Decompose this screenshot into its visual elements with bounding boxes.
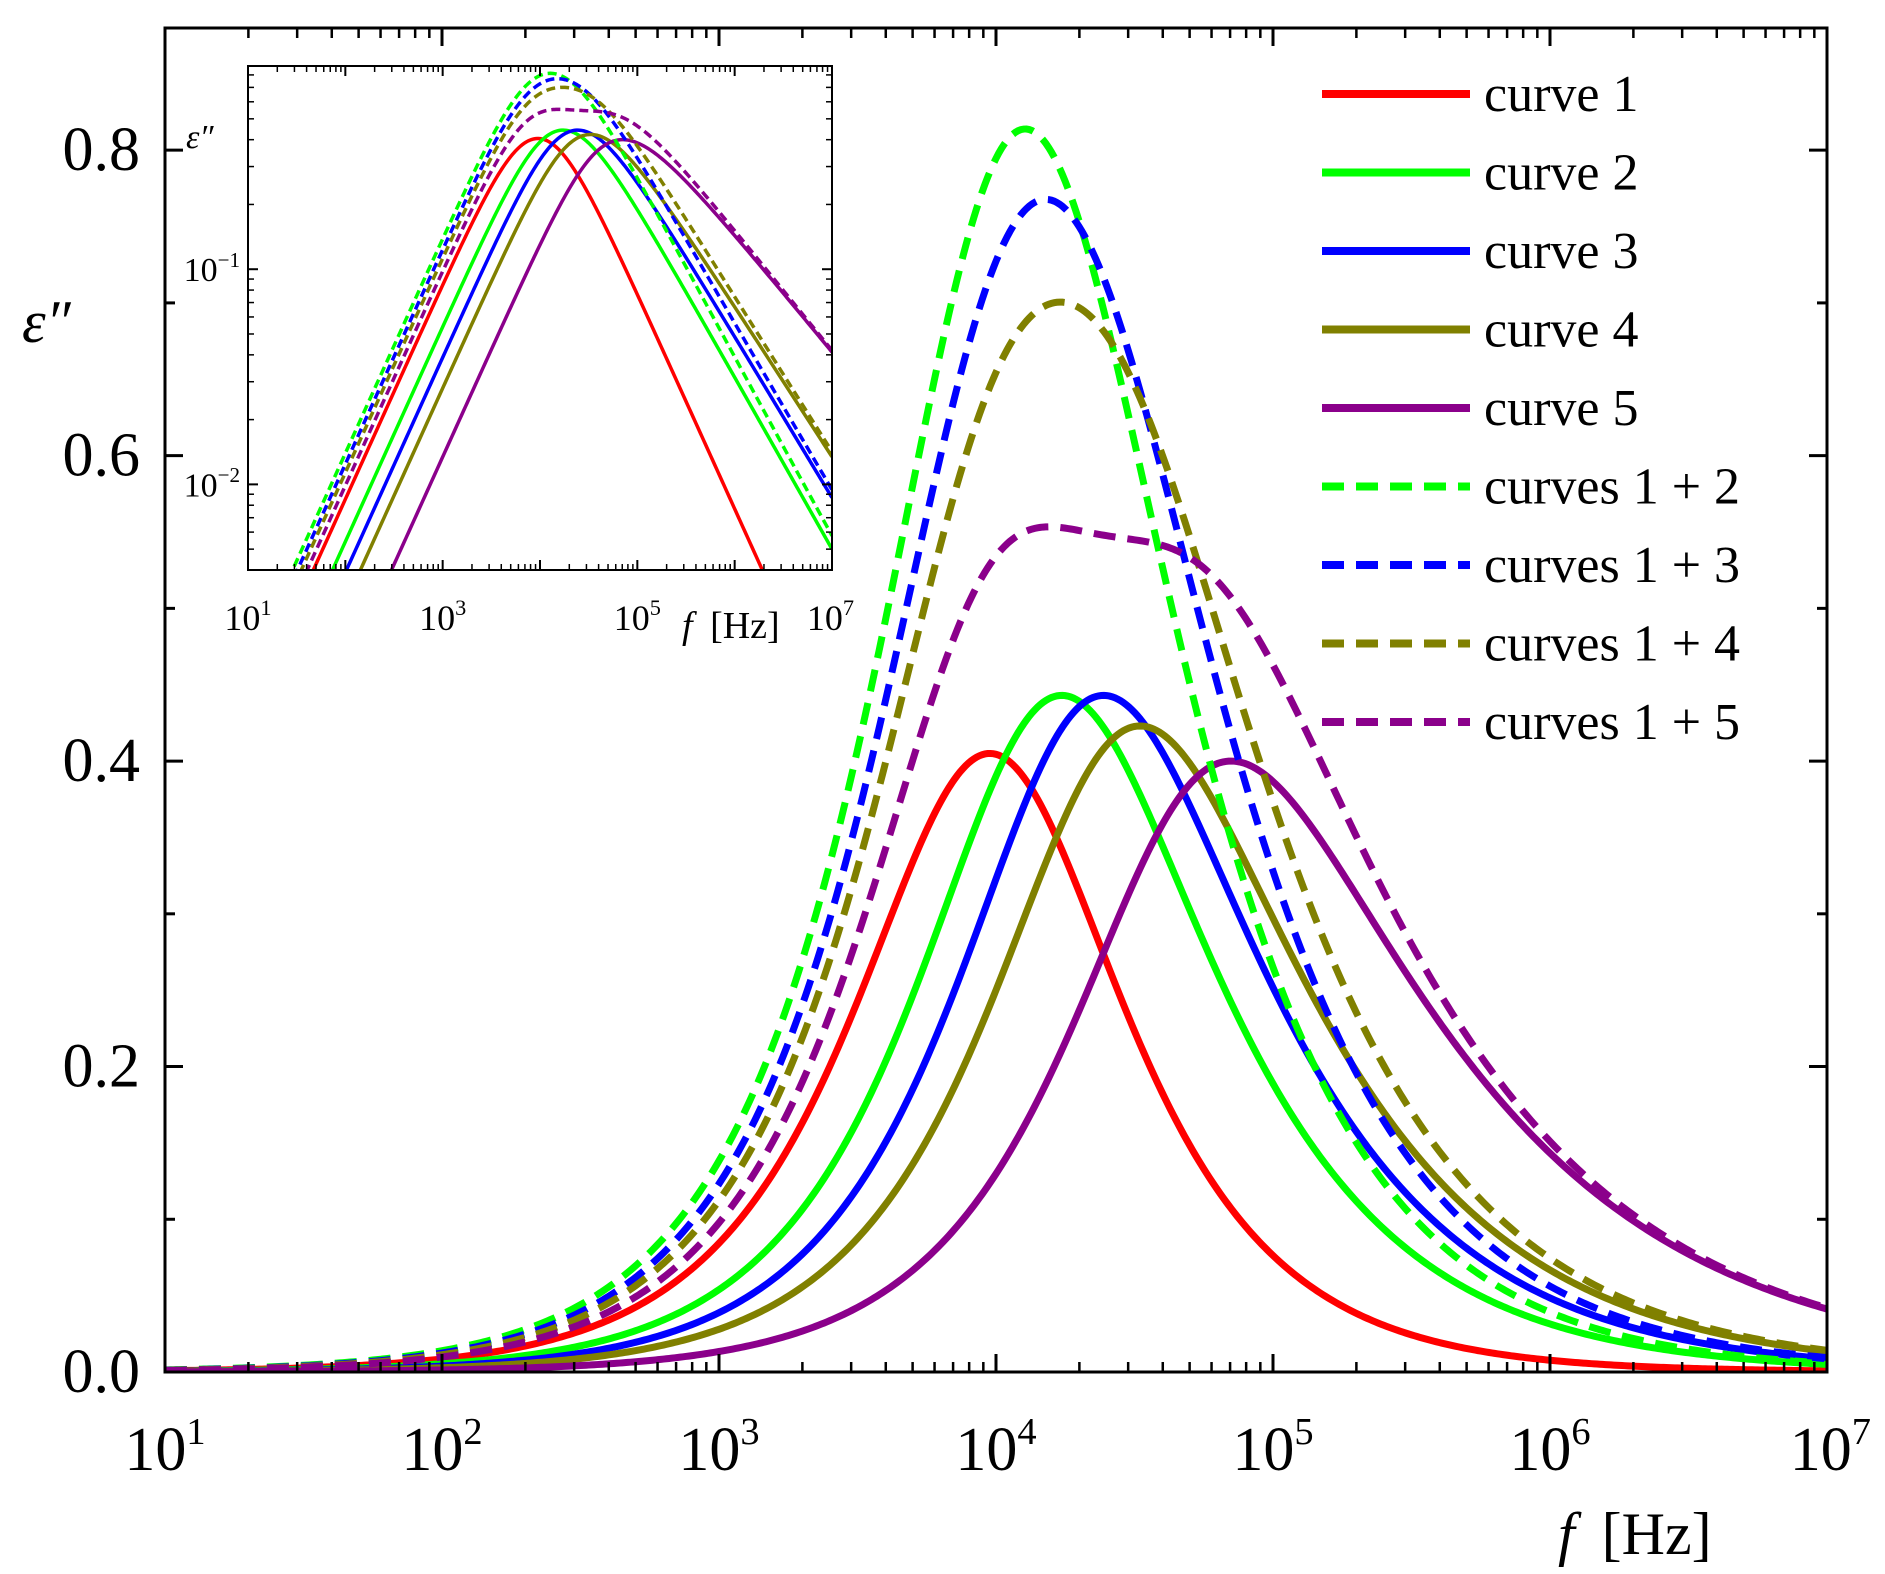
series-line-1 (165, 749, 1827, 1372)
inset-x-tick-label-exponent: 3 (455, 595, 466, 620)
inset-x-tick-label-base: 10 (224, 598, 260, 638)
legend-label-8: curves 1 + 4 (1484, 616, 1740, 673)
inset-x-tick-label-base: 10 (614, 598, 650, 638)
inset-series-line-8 (299, 85, 832, 570)
series-line-2 (165, 691, 1827, 1372)
x-tick-label-exponent: 4 (1017, 1411, 1036, 1453)
inset-series-line-3 (344, 128, 832, 570)
legend-label-2: curve 2 (1484, 145, 1638, 202)
inset-y-tick-label: 10−1 (184, 248, 240, 289)
legend-label-5: curve 5 (1484, 380, 1638, 437)
x-tick-label-exponent: 7 (1852, 1411, 1871, 1453)
inset-series-line-9 (305, 107, 832, 570)
x-axis-symbol: f (1558, 1501, 1582, 1567)
inset-x-tick-label: 103 (419, 595, 466, 638)
inset-y-tick-label-exponent: −1 (218, 248, 240, 272)
inset-x-tick-label-exponent: 5 (650, 595, 661, 620)
inset-series-line-5 (389, 137, 832, 570)
x-tick-label: 105 (1232, 1411, 1313, 1484)
y-tick-label: 0.6 (63, 422, 141, 490)
inset-x-tick-label: 105 (614, 595, 661, 638)
series-line-4 (165, 722, 1827, 1372)
inset-series-line-2 (330, 128, 832, 570)
x-tick-label: 106 (1509, 1411, 1590, 1484)
inset-series-line-7 (295, 76, 832, 570)
inset-y-tick-label: 10−2 (184, 463, 240, 504)
legend-label-4: curve 4 (1484, 302, 1638, 359)
y-tick-label: 0.4 (63, 727, 141, 795)
x-tick-label: 104 (955, 1411, 1036, 1484)
legend-label-7: curves 1 + 3 (1484, 537, 1740, 594)
inset-background (248, 66, 832, 570)
inset-y-tick-label-base: 10 (184, 252, 218, 289)
x-axis-unit: [Hz] (1602, 1501, 1712, 1567)
legend: curve 1 curve 2 curve 3 curve 4 curve 5 curve… (1322, 66, 1740, 751)
x-tick-label-exponent: 5 (1294, 1411, 1313, 1453)
inset-x-tick-label: 101 (224, 595, 271, 638)
x-tick-label-base: 10 (955, 1416, 1017, 1484)
inset-x-axis-unit: [Hz] (710, 605, 780, 647)
y-tick-label: 0.8 (63, 116, 141, 184)
x-tick-label-base: 10 (401, 1416, 463, 1484)
series-line-5 (165, 757, 1827, 1372)
legend-label-3: curve 3 (1484, 223, 1638, 280)
x-tick-label: 102 (401, 1411, 482, 1484)
x-tick-label-base: 10 (678, 1416, 740, 1484)
x-tick-label: 101 (124, 1411, 205, 1484)
inset-x-tick-label-base: 10 (807, 598, 843, 638)
series-line-3 (165, 691, 1827, 1372)
y-axis-label: ε″ (22, 289, 72, 355)
inset-x-axis-label: f [Hz] (682, 605, 780, 647)
inset-x-tick-label-base: 10 (419, 598, 455, 638)
inset-series-line-4 (358, 132, 832, 570)
y-tick-label: 0.0 (63, 1338, 141, 1406)
inset-x-tick-label-exponent: 1 (260, 595, 271, 620)
x-tick-label-exponent: 1 (186, 1411, 205, 1453)
x-tick-label: 103 (678, 1411, 759, 1484)
y-tick-label: 0.2 (63, 1033, 141, 1101)
x-tick-label-exponent: 2 (463, 1411, 482, 1453)
legend-label-1: curve 1 (1484, 66, 1638, 123)
legend-label-9: curves 1 + 5 (1484, 694, 1740, 751)
inset-y-tick-label-base: 10 (184, 467, 218, 504)
legend-label-6: curves 1 + 2 (1484, 459, 1740, 516)
x-tick-label-base: 10 (1509, 1416, 1571, 1484)
x-tick-label-base: 10 (124, 1416, 186, 1484)
inset-y-axis-label: ε″ (186, 119, 214, 156)
inset-x-tick-label: 107 (807, 595, 854, 638)
inset-x-tick-label-exponent: 7 (843, 595, 854, 620)
x-axis-label: f [Hz] (1558, 1501, 1712, 1567)
x-tick-label-base: 10 (1790, 1416, 1852, 1484)
x-tick-label: 107 (1790, 1411, 1871, 1484)
inset-x-axis-symbol: f (682, 605, 697, 647)
x-tick-label-exponent: 3 (740, 1411, 759, 1453)
x-tick-label-exponent: 6 (1571, 1411, 1590, 1453)
inset-series-line-1 (311, 136, 765, 570)
x-tick-label-base: 10 (1232, 1416, 1294, 1484)
inset-y-tick-label-exponent: −2 (218, 463, 240, 487)
